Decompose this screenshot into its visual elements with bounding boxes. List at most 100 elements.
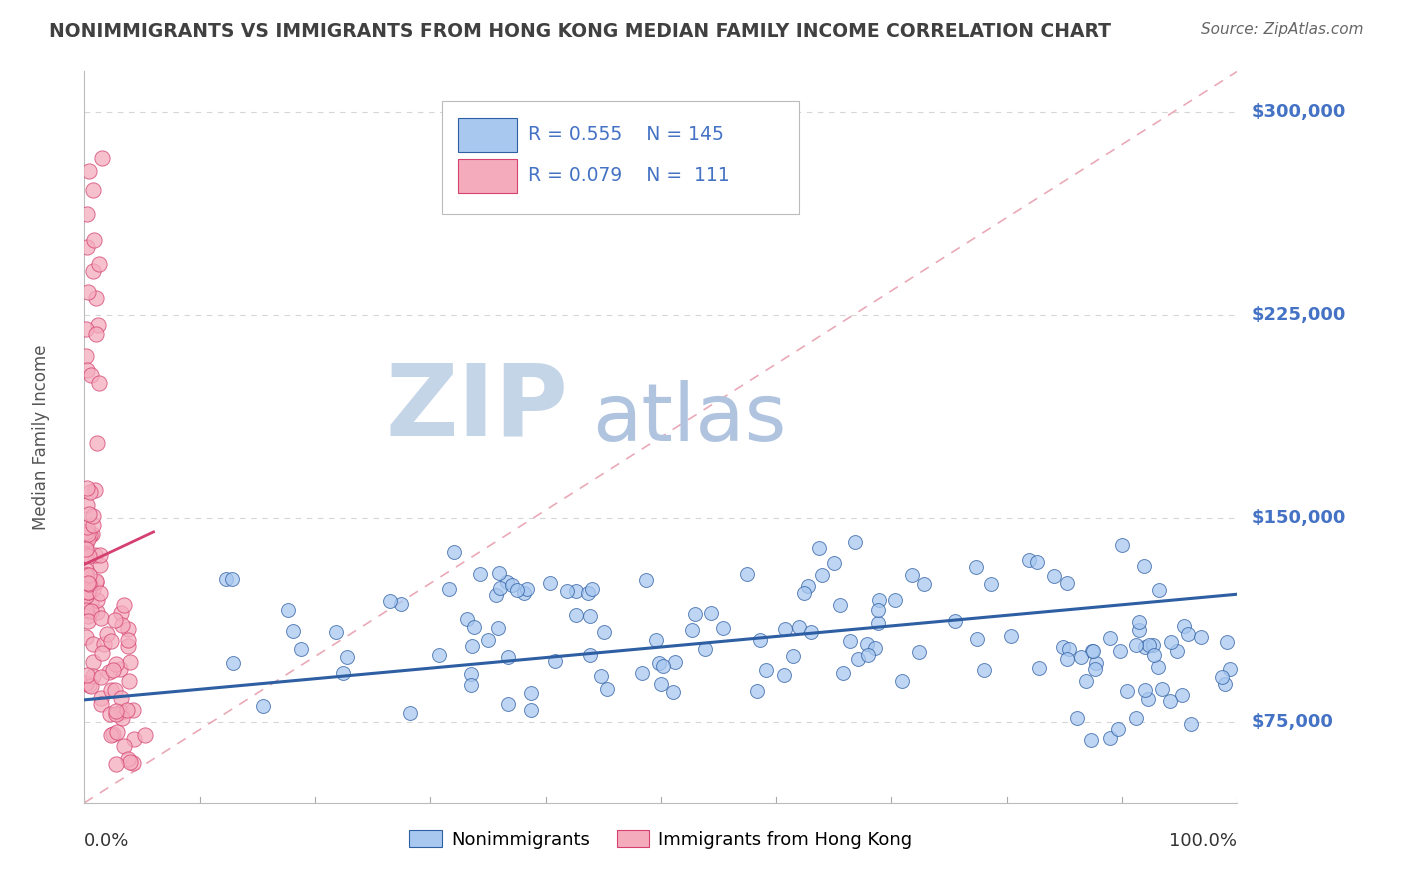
Point <box>75 676 97 690</box>
Point <box>75 349 97 363</box>
Point <box>1080 733 1102 747</box>
Text: Median Family Income: Median Family Income <box>31 344 49 530</box>
Point <box>1146 659 1168 673</box>
Point <box>79 485 101 500</box>
Legend: Nonimmigrants, Immigrants from Hong Kong: Nonimmigrants, Immigrants from Hong Kong <box>409 830 912 848</box>
Point <box>79 528 101 542</box>
Point <box>1028 661 1050 675</box>
Point <box>75 541 97 556</box>
Point <box>80 604 103 618</box>
Point <box>800 625 823 640</box>
Point <box>115 702 138 716</box>
Point <box>77 164 100 178</box>
Point <box>1128 615 1150 630</box>
Point <box>82 637 104 651</box>
Point <box>77 532 100 546</box>
Point <box>79 368 101 382</box>
Point <box>1160 635 1182 649</box>
Point <box>439 582 461 596</box>
Point <box>76 608 98 623</box>
Point <box>77 678 100 692</box>
Point <box>1084 662 1107 676</box>
Point <box>75 603 97 617</box>
Text: ZIP: ZIP <box>385 359 568 457</box>
Point <box>1109 644 1132 658</box>
Point <box>866 615 889 630</box>
FancyBboxPatch shape <box>458 118 517 152</box>
Point <box>1056 652 1078 666</box>
Point <box>76 580 98 594</box>
Point <box>82 582 104 596</box>
Point <box>589 669 612 683</box>
Point <box>868 592 890 607</box>
Point <box>89 549 111 563</box>
Point <box>336 649 359 664</box>
Point <box>1099 731 1122 745</box>
Point <box>839 634 862 648</box>
Point <box>80 527 103 541</box>
Text: 100.0%: 100.0% <box>1170 832 1237 850</box>
Point <box>485 588 508 602</box>
Point <box>277 603 299 617</box>
Point <box>943 614 966 628</box>
Point <box>75 548 97 562</box>
Point <box>89 558 111 573</box>
Point <box>100 683 122 698</box>
Point <box>89 376 111 390</box>
Point <box>104 614 127 628</box>
Point <box>1213 677 1236 691</box>
Point <box>456 612 478 626</box>
Point <box>112 739 135 753</box>
Point <box>75 563 97 577</box>
Point <box>105 757 128 772</box>
Point <box>79 679 101 693</box>
Point <box>90 670 112 684</box>
Point <box>108 662 131 676</box>
Point <box>1180 717 1202 731</box>
Point <box>900 568 922 582</box>
Point <box>1132 558 1154 573</box>
Point <box>82 183 104 197</box>
Point <box>89 585 111 599</box>
Point <box>87 318 110 332</box>
Text: Source: ZipAtlas.com: Source: ZipAtlas.com <box>1201 22 1364 37</box>
Point <box>91 151 114 165</box>
Point <box>912 577 935 591</box>
Point <box>1066 711 1088 725</box>
Point <box>650 677 672 691</box>
Point <box>980 576 1002 591</box>
Point <box>118 674 141 689</box>
Point <box>1070 649 1092 664</box>
Point <box>84 575 107 590</box>
Point <box>1135 640 1157 654</box>
Point <box>581 582 603 597</box>
Point <box>110 607 132 621</box>
Point <box>398 706 420 721</box>
Text: R = 0.555    N = 145: R = 0.555 N = 145 <box>529 126 724 145</box>
Point <box>77 285 100 300</box>
Point <box>695 642 717 657</box>
Point <box>75 537 97 551</box>
Point <box>1081 643 1104 657</box>
Point <box>77 507 100 521</box>
Point <box>101 727 124 741</box>
Point <box>463 620 485 634</box>
Point <box>700 606 723 620</box>
Point <box>1043 569 1066 583</box>
Point <box>443 544 465 558</box>
Point <box>1137 692 1160 706</box>
Point <box>111 711 134 725</box>
Point <box>77 582 100 596</box>
Point <box>104 683 127 698</box>
Point <box>1216 635 1239 649</box>
Point <box>596 681 619 696</box>
Point <box>1219 662 1241 676</box>
Point <box>564 607 586 622</box>
Point <box>501 578 523 592</box>
Point <box>1189 630 1212 644</box>
Point <box>83 233 105 247</box>
Point <box>747 684 769 698</box>
Point <box>1211 670 1233 684</box>
Point <box>488 566 510 580</box>
Point <box>891 673 914 688</box>
